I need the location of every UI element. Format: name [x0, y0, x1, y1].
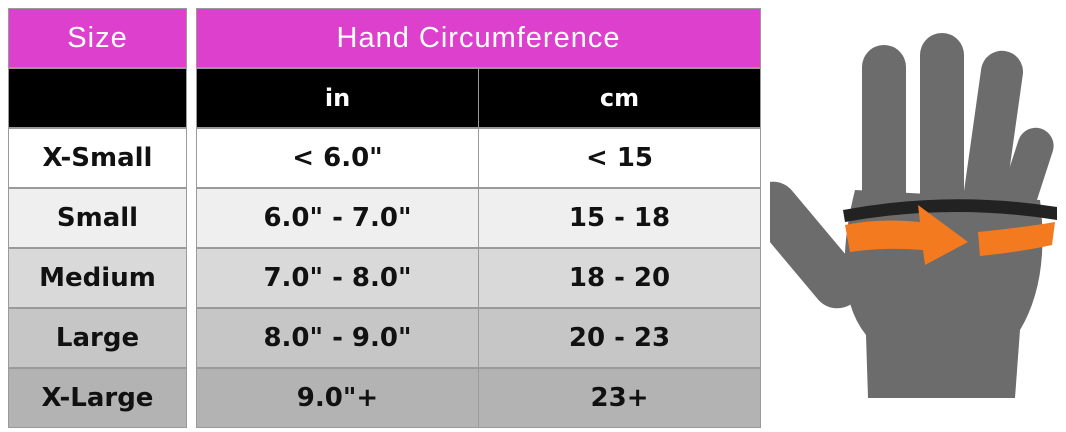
- header-spacer: [8, 68, 187, 128]
- unit-header: in: [196, 68, 479, 128]
- cm-cell: 20 - 23: [478, 308, 761, 368]
- size-header: Size: [8, 8, 187, 68]
- inch-cell: 7.0" - 8.0": [196, 248, 479, 308]
- cm-cell: < 15: [478, 128, 761, 188]
- size-cell: Small: [8, 188, 187, 248]
- inch-cell: 6.0" - 7.0": [196, 188, 479, 248]
- size-cell: Medium: [8, 248, 187, 308]
- size-cell: Large: [8, 308, 187, 368]
- inch-cell: 9.0"+: [196, 368, 479, 428]
- unit-header: cm: [478, 68, 761, 128]
- cm-cell: 15 - 18: [478, 188, 761, 248]
- hand-illustration: [770, 33, 1057, 398]
- size-cell: X-Large: [8, 368, 187, 428]
- inch-cell: 8.0" - 9.0": [196, 308, 479, 368]
- inch-cell: < 6.0": [196, 128, 479, 188]
- cm-cell: 18 - 20: [478, 248, 761, 308]
- size-cell: X-Small: [8, 128, 187, 188]
- cm-cell: 23+: [478, 368, 761, 428]
- group-header: Hand Circumference: [196, 8, 761, 68]
